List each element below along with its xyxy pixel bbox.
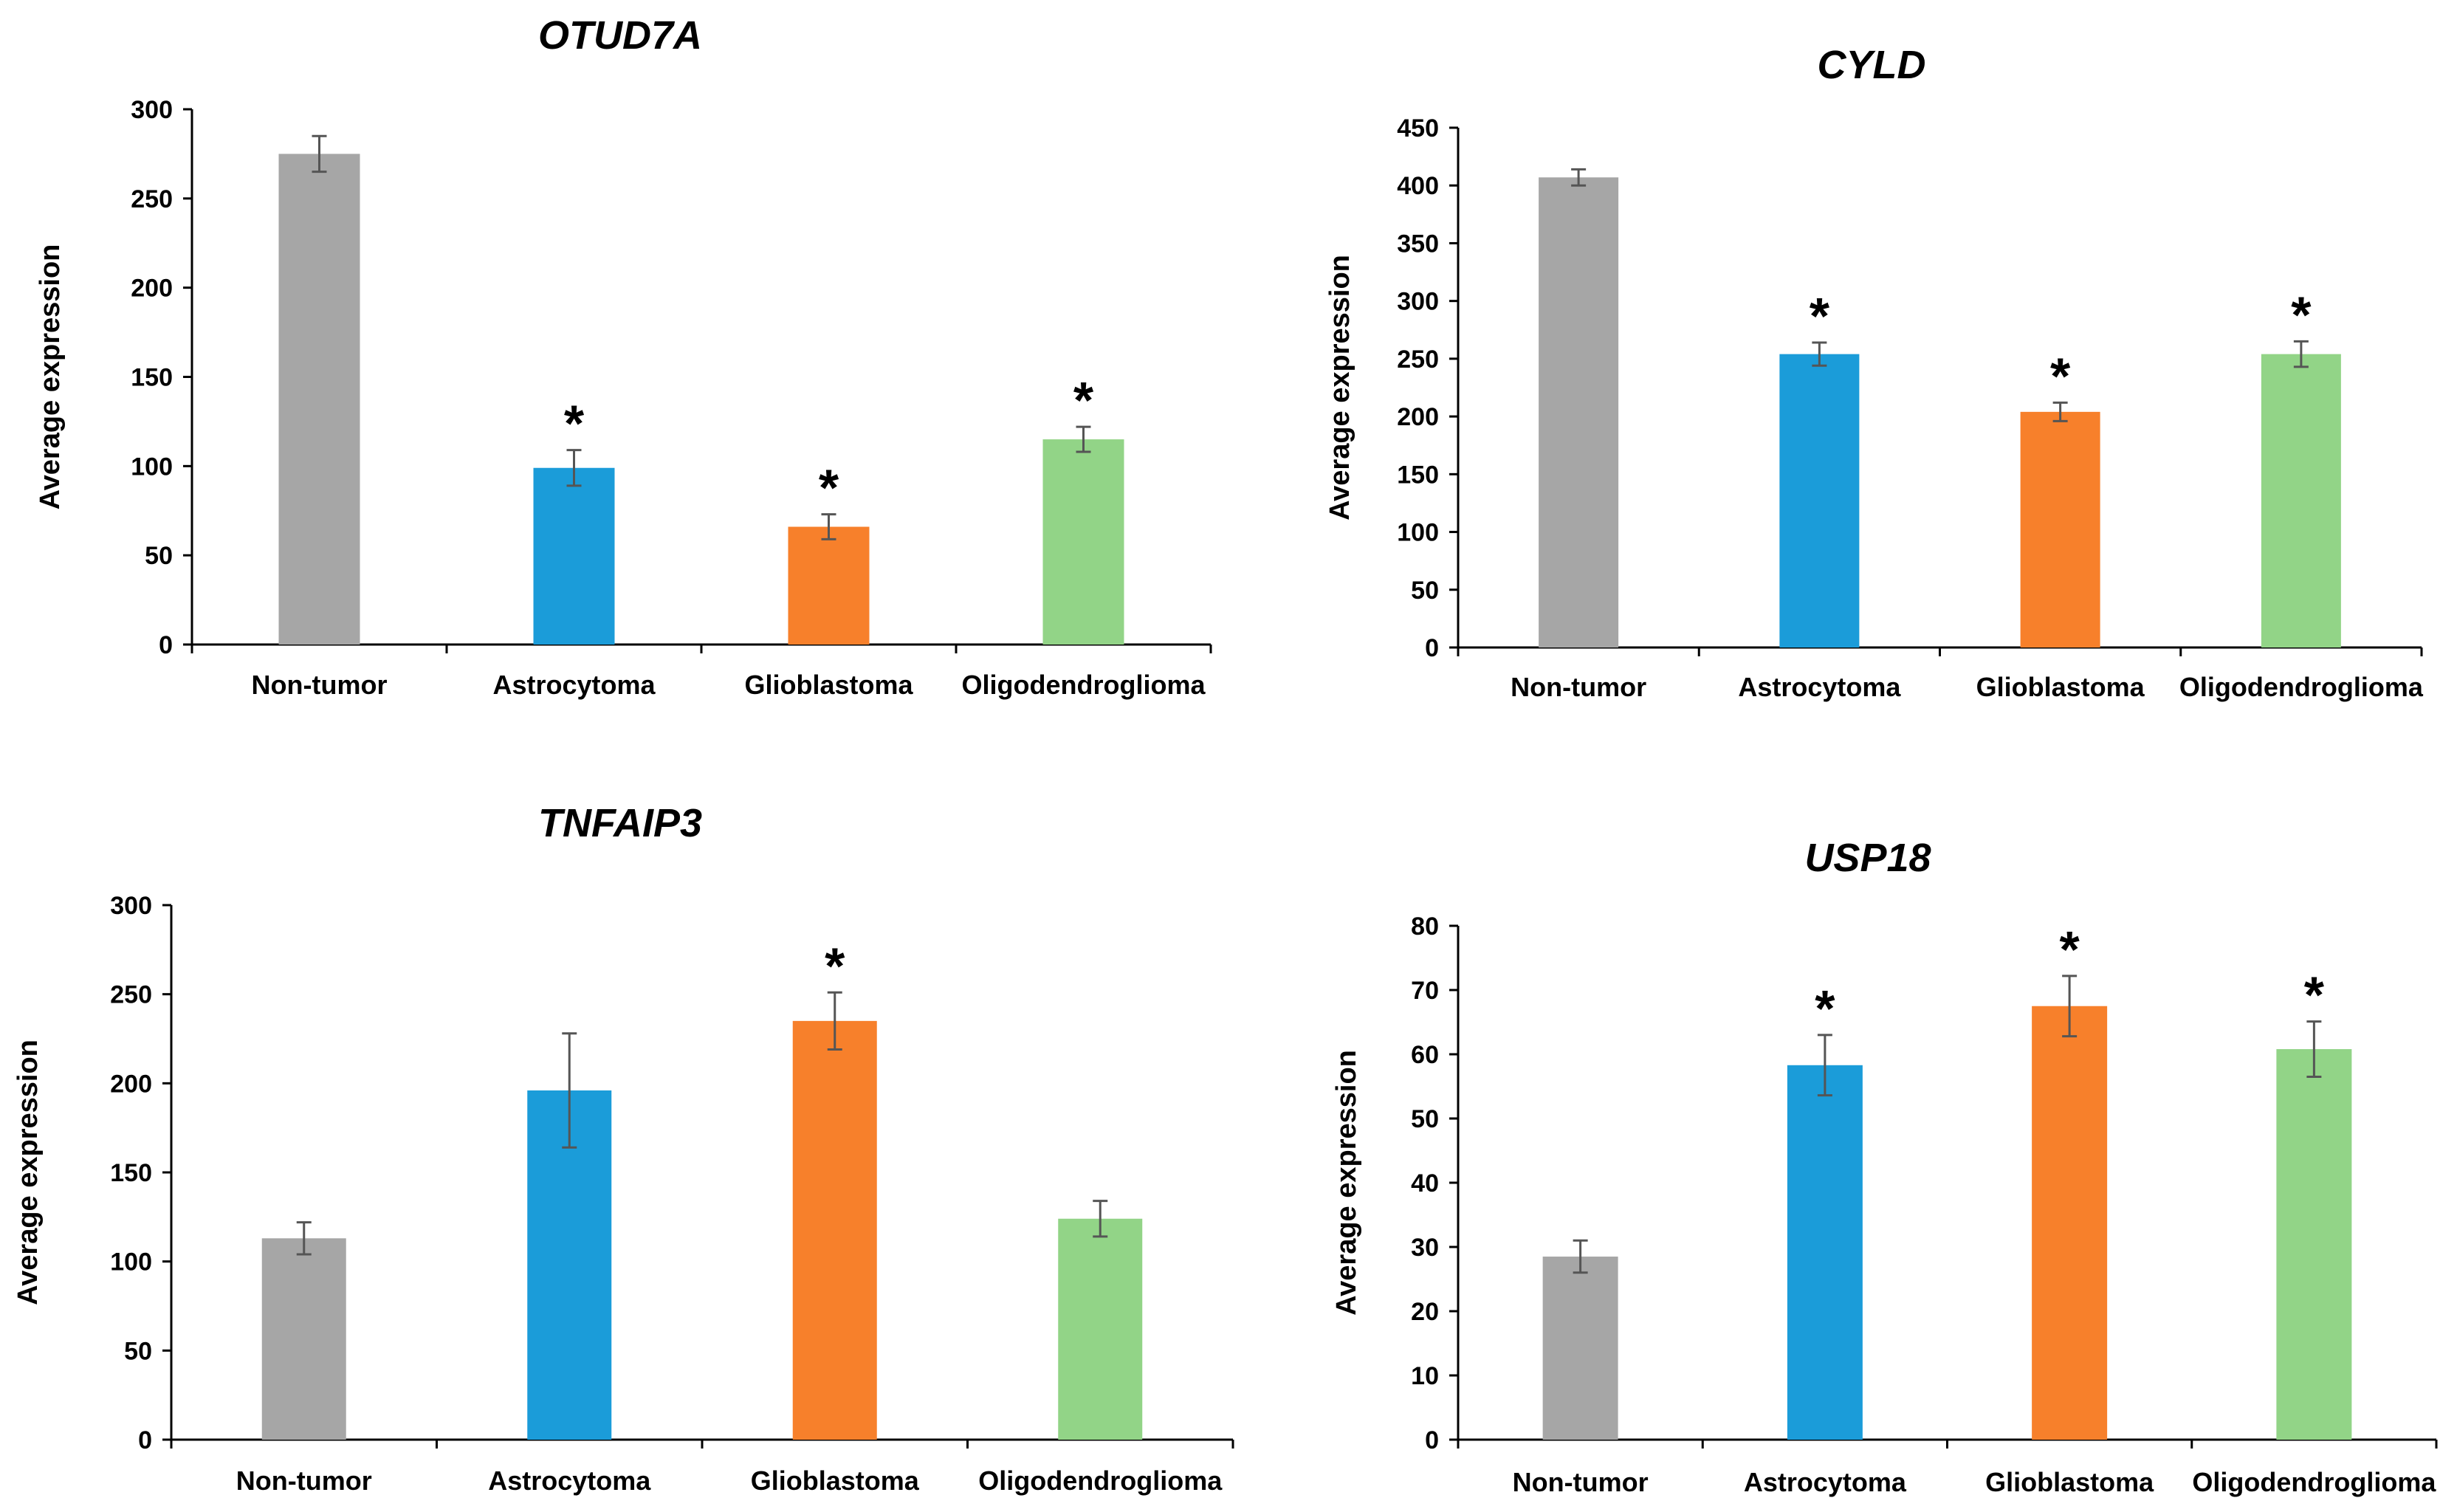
y-axis-label: Average expression [1324, 255, 1355, 520]
y-tick-label: 200 [131, 275, 173, 303]
y-tick-label: 250 [1397, 346, 1439, 374]
y-tick-label: 150 [1397, 461, 1439, 489]
y-tick-label: 200 [1397, 403, 1439, 431]
bar-astrocytoma [527, 1090, 612, 1440]
y-tick-label: 0 [138, 1426, 152, 1454]
chart-cyld: CYLD Average expression 0 50 100 150 200 250 300… [1324, 43, 2424, 702]
bar-astrocytoma [1787, 1065, 1863, 1440]
category-label: Non-tumor [236, 1465, 372, 1496]
category-label: Non-tumor [1513, 1467, 1649, 1497]
significance-marker: * [819, 459, 839, 517]
significance-marker: * [564, 395, 585, 453]
category-label: Glioblastoma [744, 670, 913, 700]
category-label: Oligodendroglioma [978, 1465, 1223, 1496]
y-tick-label: 300 [1397, 288, 1439, 316]
significance-marker: * [2304, 966, 2325, 1024]
y-tick-label: 20 [1411, 1298, 1439, 1326]
y-tick-label: 100 [131, 453, 173, 481]
category-label: Glioblastoma [751, 1465, 920, 1496]
y-tick-label: 150 [131, 364, 173, 392]
y-tick-label: 60 [1411, 1041, 1439, 1069]
bar-astrocytoma [533, 467, 615, 645]
y-tick-label: 250 [131, 185, 173, 213]
category-label: Astrocytoma [1744, 1467, 1907, 1497]
significance-marker: * [2060, 921, 2080, 978]
bar-oligodendroglioma [2276, 1049, 2352, 1440]
chart-tnfaip3: TNFAIP3 Average expression 0 50 100 150 200 250… [13, 801, 1234, 1496]
bar-oligodendroglioma [1058, 1218, 1143, 1440]
category-label: Astrocytoma [492, 670, 656, 700]
y-tick-label: 300 [110, 892, 152, 920]
bar-glioblastoma [2020, 411, 2100, 647]
significance-marker: * [1815, 980, 1835, 1037]
category-label: Oligodendroglioma [962, 670, 1206, 700]
y-tick-label: 400 [1397, 172, 1439, 200]
bar-oligodendroglioma [2261, 354, 2341, 647]
y-tick-label: 200 [110, 1070, 152, 1098]
category-label: Non-tumor [252, 670, 388, 700]
category-label: Astrocytoma [1738, 672, 1901, 702]
y-tick-label: 150 [110, 1159, 152, 1187]
y-tick-label: 100 [110, 1248, 152, 1276]
y-tick-label: 80 [1411, 913, 1439, 941]
y-tick-label: 350 [1397, 230, 1439, 258]
y-tick-label: 40 [1411, 1169, 1439, 1197]
bar-glioblastoma [792, 1020, 877, 1440]
category-label: Oligodendroglioma [2192, 1467, 2436, 1497]
y-tick-label: 0 [159, 631, 173, 659]
y-tick-label: 50 [1411, 1105, 1439, 1133]
significance-marker: * [1073, 371, 1094, 429]
chart-title: OTUD7A [538, 13, 702, 58]
chart-usp18: USP18 Average expression 0 10 20 30 40 50 60 70 80… [1331, 836, 2438, 1497]
category-label: Glioblastoma [1976, 672, 2145, 702]
category-label: Non-tumor [1511, 672, 1646, 702]
bar-glioblastoma [2032, 1006, 2108, 1440]
bar-astrocytoma [1779, 354, 1860, 647]
category-label: Oligodendroglioma [2179, 672, 2424, 702]
significance-marker: * [2050, 347, 2071, 405]
significance-marker: * [1810, 287, 1830, 345]
chart-title: CYLD [1818, 43, 1926, 87]
bar-non-tumor [1539, 177, 1619, 647]
significance-marker: * [2291, 286, 2312, 343]
bar-non-tumor [278, 154, 360, 645]
bar-glioblastoma [788, 526, 870, 645]
bar-non-tumor [1542, 1257, 1618, 1440]
chart-title: TNFAIP3 [538, 801, 702, 845]
bar-oligodendroglioma [1042, 439, 1124, 645]
y-tick-label: 50 [124, 1337, 152, 1365]
y-tick-label: 250 [110, 981, 152, 1009]
y-tick-label: 100 [1397, 519, 1439, 547]
category-label: Astrocytoma [488, 1465, 651, 1496]
y-tick-label: 300 [131, 96, 173, 124]
y-tick-label: 50 [145, 542, 173, 570]
bar-non-tumor [261, 1238, 346, 1440]
y-tick-label: 70 [1411, 977, 1439, 1005]
y-tick-label: 30 [1411, 1234, 1439, 1262]
chart-title: USP18 [1804, 836, 1931, 880]
y-tick-label: 450 [1397, 114, 1439, 142]
y-tick-label: 10 [1411, 1362, 1439, 1390]
y-axis-label: Average expression [35, 244, 66, 510]
y-axis-label: Average expression [1331, 1050, 1362, 1316]
significance-marker: * [825, 937, 845, 994]
y-tick-label: 0 [1425, 1426, 1439, 1454]
chart-otud7a: OTUD7A Average expression 0 50 100 150 200 250 3… [35, 13, 1212, 700]
y-tick-label: 50 [1411, 577, 1439, 605]
category-label: Glioblastoma [1985, 1467, 2154, 1497]
y-axis-label: Average expression [13, 1040, 44, 1305]
y-tick-label: 0 [1425, 634, 1439, 662]
